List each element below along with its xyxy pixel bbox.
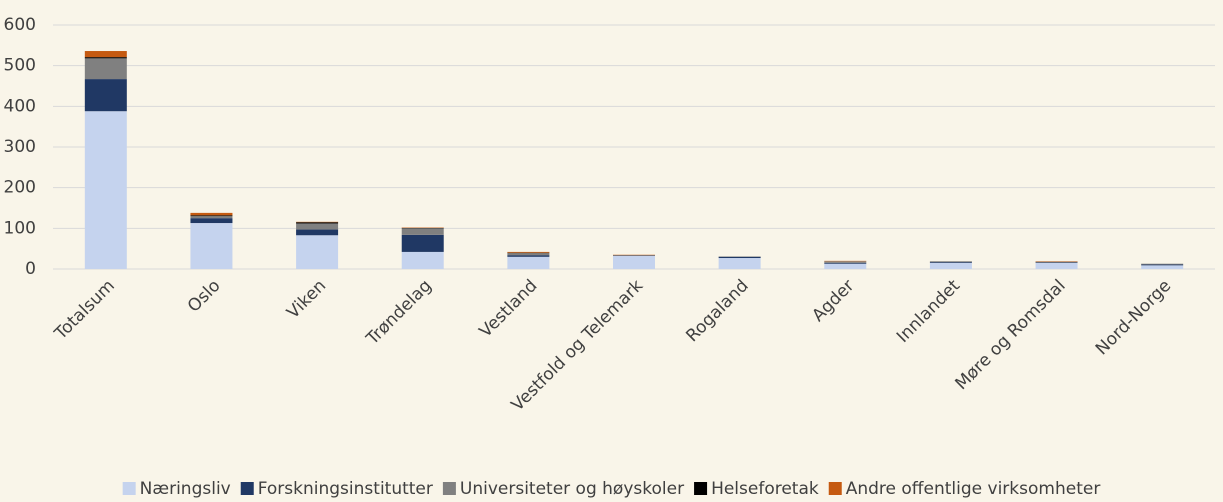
bar-segment [929,262,972,263]
legend-label: Andre offentlige virksomheter [846,479,1101,499]
bar-segment [84,58,127,80]
bar-segment [401,251,444,269]
legend-label: Helseforetak [711,479,819,499]
x-tick-label: Viken [283,276,330,323]
bar-segment [929,261,972,263]
bar-segment [1035,262,1078,269]
x-tick-label: Møre og Romsdal [952,276,1070,394]
y-tick-label: 0 [25,259,36,279]
bar-segment [401,234,444,252]
bar-segment [824,261,867,263]
x-tick-label: Nord-Norge [1092,276,1175,359]
y-tick-label: 500 [4,56,36,76]
y-tick-label: 100 [4,218,36,238]
bar-segment [718,258,761,269]
bar-segment [84,57,127,59]
bar-segment [507,251,550,253]
bar-segment [718,256,761,259]
legend-label: Forskningsinstitutter [258,479,433,499]
bar-segment [190,216,233,219]
bar-segment [1141,264,1184,266]
x-tick-label: Trøndelag [362,276,436,350]
y-tick-label: 400 [4,96,36,116]
legend-swatch [442,482,456,495]
legend-swatch [694,482,708,495]
bar-segment [1035,261,1078,263]
bar-segment [824,262,867,264]
bar-segment [507,253,550,256]
y-tick-label: 600 [4,15,36,35]
x-tick-label: Innlandet [893,276,964,347]
bar-segment [84,51,127,58]
bar-segment [507,255,550,257]
bar-segment [190,212,233,216]
bar-segment [190,218,233,224]
x-tick-label: Rogaland [682,276,752,346]
bar-segment [824,263,867,269]
bar-segment [296,222,339,224]
x-tick-label: Totalsum [50,276,119,345]
bar-segment [1141,263,1184,265]
x-tick-label: Oslo [184,276,225,317]
bar-segment [1141,265,1184,269]
bar-segment [929,262,972,269]
legend-swatch [122,482,136,495]
x-tick-label: Vestland [476,276,542,342]
bar-segment [84,79,127,112]
bar-segment [296,229,339,236]
legend-swatch [240,482,254,495]
bar-segment [507,256,550,269]
bar-segment [190,223,233,269]
legend-label: Næringsliv [140,479,231,499]
bar-segment [296,235,339,269]
bar-segment [613,255,655,269]
y-tick-label: 200 [4,178,36,198]
bar-segment [296,223,339,230]
legend-label: Universiteter og høyskoler [460,479,684,499]
bar-segment [190,215,233,217]
x-tick-label: Agder [808,276,858,326]
y-tick-label: 300 [4,137,36,157]
bar-segment [84,111,127,269]
bar-segment [401,228,444,235]
legend-swatch [828,482,842,495]
